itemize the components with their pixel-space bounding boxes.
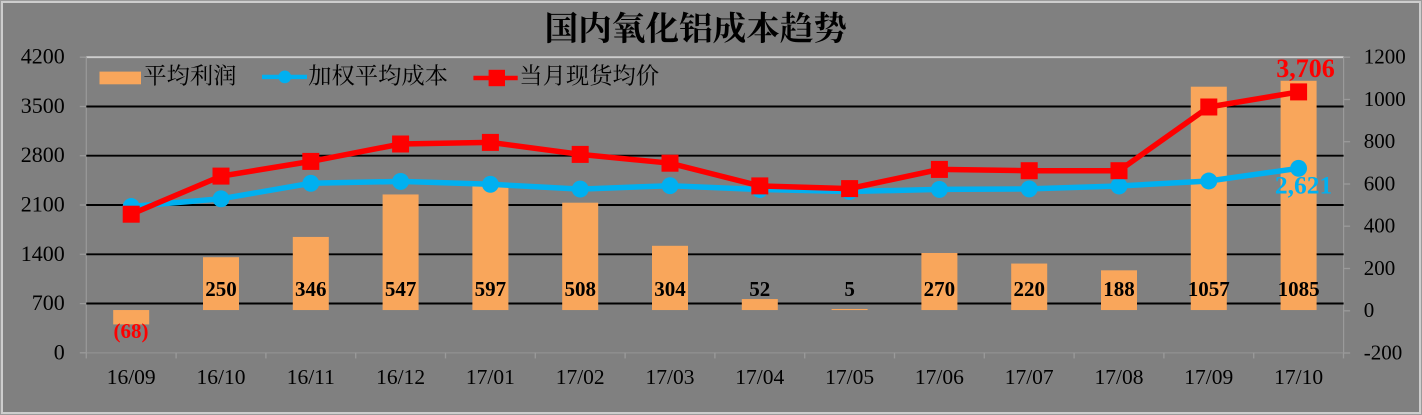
svg-text:17/09: 17/09 — [1184, 365, 1233, 389]
svg-text:1057: 1057 — [1188, 277, 1230, 301]
svg-text:800: 800 — [1364, 129, 1396, 153]
svg-text:3500: 3500 — [21, 93, 65, 118]
svg-text:400: 400 — [1364, 214, 1396, 238]
svg-text:600: 600 — [1364, 171, 1396, 195]
svg-text:17/07: 17/07 — [1005, 365, 1054, 389]
svg-text:17/10: 17/10 — [1274, 365, 1323, 389]
svg-text:1400: 1400 — [21, 241, 65, 266]
svg-text:17/03: 17/03 — [646, 365, 695, 389]
svg-text:(68): (68) — [114, 319, 149, 343]
svg-text:597: 597 — [475, 277, 507, 301]
svg-text:2,621: 2,621 — [1275, 171, 1332, 200]
svg-text:0: 0 — [1364, 298, 1375, 322]
svg-text:200: 200 — [1364, 256, 1396, 280]
svg-text:2800: 2800 — [21, 142, 65, 167]
svg-text:52: 52 — [749, 277, 770, 301]
svg-text:2100: 2100 — [21, 192, 65, 217]
svg-text:17/05: 17/05 — [825, 365, 874, 389]
svg-text:250: 250 — [205, 277, 237, 301]
svg-text:16/10: 16/10 — [197, 365, 246, 389]
svg-text:1085: 1085 — [1278, 277, 1320, 301]
svg-text:1000: 1000 — [1364, 87, 1406, 111]
svg-text:304: 304 — [654, 277, 686, 301]
svg-text:1200: 1200 — [1364, 45, 1406, 69]
svg-text:17/08: 17/08 — [1095, 365, 1144, 389]
svg-text:270: 270 — [924, 277, 956, 301]
svg-text:17/04: 17/04 — [735, 365, 784, 389]
svg-text:700: 700 — [32, 290, 65, 315]
svg-text:16/09: 16/09 — [107, 365, 156, 389]
svg-text:17/01: 17/01 — [466, 365, 515, 389]
svg-text:4200: 4200 — [21, 44, 65, 69]
svg-text:220: 220 — [1013, 277, 1045, 301]
svg-text:17/02: 17/02 — [556, 365, 605, 389]
svg-text:188: 188 — [1103, 277, 1135, 301]
svg-text:16/11: 16/11 — [287, 365, 335, 389]
svg-text:16/12: 16/12 — [376, 365, 425, 389]
svg-text:5: 5 — [844, 277, 855, 301]
svg-text:346: 346 — [295, 277, 327, 301]
svg-text:0: 0 — [54, 339, 65, 364]
svg-text:508: 508 — [564, 277, 596, 301]
svg-text:17/06: 17/06 — [915, 365, 964, 389]
svg-text:3,706: 3,706 — [1276, 54, 1335, 83]
svg-text:-200: -200 — [1364, 340, 1403, 364]
svg-text:547: 547 — [385, 277, 417, 301]
